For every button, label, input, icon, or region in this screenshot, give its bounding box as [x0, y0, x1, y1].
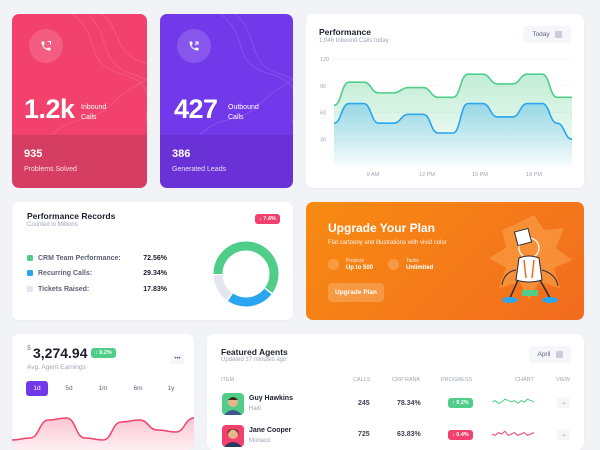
- tab-1y[interactable]: 1y: [167, 385, 175, 392]
- series-area: [334, 103, 572, 166]
- legend-dot: [27, 286, 33, 292]
- agent-sparkline: [492, 430, 534, 437]
- legend-dot: [27, 255, 33, 261]
- agent-location: Haiti: [249, 406, 262, 412]
- record-tickets: Tickets Raised: 17.83%: [27, 283, 167, 295]
- record-crm: CRM Team Performance: 72.56%: [27, 252, 167, 264]
- performance-records-card: Performance Records Counted in Millions …: [12, 202, 293, 320]
- earnings-value: 3,274.94: [33, 345, 88, 361]
- earnings-label: Avg. Agent Earnings: [27, 364, 86, 371]
- sparkline-path: [492, 398, 534, 405]
- topography-pattern: [199, 14, 293, 135]
- currency-symbol: $: [27, 345, 31, 352]
- agent-progress-badge: ↑ 9.2%: [448, 398, 473, 408]
- phone-outgoing-icon: [177, 29, 211, 63]
- calendar-icon: [554, 31, 562, 38]
- more-options-icon[interactable]: •••: [171, 354, 184, 364]
- agent-name[interactable]: Guy Hawkins: [249, 395, 293, 402]
- tasks-icon: [388, 259, 399, 270]
- col-progress: PROGRESS: [441, 377, 473, 383]
- topography-pattern: [51, 14, 147, 135]
- y-tick-label: 30: [320, 137, 326, 143]
- problems-solved-value: 935: [24, 148, 43, 160]
- y-tick-label: 60: [320, 111, 326, 117]
- tab-1d[interactable]: 1d: [26, 381, 48, 396]
- upgrade-subtitle: Flat cartoony and illustrations with viv…: [328, 240, 447, 246]
- col-crp-rank: CRP RANK: [392, 377, 421, 383]
- donut-slice: [213, 241, 279, 307]
- filter-label: Today: [532, 31, 550, 38]
- earnings-line: [12, 417, 194, 441]
- agent-rank: 78.34%: [397, 400, 421, 407]
- performance-subtitle: 1,046 Inbound Calls today: [319, 38, 389, 44]
- y-tick-label: 120: [320, 57, 329, 63]
- records-subtitle: Counted in Millions: [27, 222, 78, 228]
- tab-6m[interactable]: 6m: [133, 385, 143, 392]
- agent-calls: 725: [358, 431, 370, 438]
- featured-agents-card: Featured Agents Updated 37 minutes ago A…: [207, 334, 584, 450]
- legend-dot: [27, 270, 33, 276]
- sparkline-path: [492, 430, 534, 437]
- inbound-value: 1.2k: [24, 94, 75, 124]
- records-donut-chart: [213, 241, 279, 307]
- upgrade-plan-card: Upgrade Your Plan Flat cartoony and illu…: [306, 202, 584, 320]
- col-calls: CALLS: [353, 377, 371, 383]
- tab-1m[interactable]: 1m: [98, 385, 108, 392]
- avatar: [222, 425, 244, 447]
- upgrade-plan-button[interactable]: Upgrade Plan: [328, 283, 384, 302]
- cartoon-illustration: [489, 215, 572, 303]
- earnings-chart: [12, 417, 194, 450]
- record-recurring: Recurring Calls: 29.34%: [27, 267, 167, 279]
- performance-card: Performance 1,046 Inbound Calls today To…: [306, 14, 584, 188]
- month-label: April: [537, 351, 551, 358]
- earnings-badge: ↑ 9.2%: [91, 348, 116, 358]
- agent-rank: 63.83%: [397, 431, 421, 438]
- inbound-calls-card[interactable]: 1.2k Inbound Calls 935 Problems Solved: [12, 14, 147, 188]
- view-arrow-icon[interactable]: →: [557, 430, 570, 440]
- outbound-calls-card[interactable]: 427 Outbound Calls 386 Generated Leads: [160, 14, 293, 188]
- col-chart: CHART: [515, 377, 534, 383]
- problems-solved-label: Problems Solved: [24, 166, 77, 173]
- calendar-icon: [555, 351, 563, 358]
- tasks-value: Unlimited: [406, 265, 434, 271]
- x-tick-label: 15 PM: [472, 172, 488, 178]
- agents-title: Featured Agents: [221, 347, 288, 357]
- agent-progress-badge: ↓ 0.4%: [448, 430, 473, 440]
- agent-name[interactable]: Jane Cooper: [249, 427, 292, 434]
- upgrade-title: Upgrade Your Plan: [328, 221, 435, 235]
- donut-slice: [213, 241, 279, 307]
- col-view: VIEW: [556, 377, 571, 383]
- series-line: [333, 102, 573, 141]
- agent-location: Monaco: [249, 438, 271, 444]
- agents-subtitle: Updated 37 minutes ago: [221, 357, 287, 363]
- agents-month-dropdown[interactable]: April: [529, 346, 571, 363]
- view-arrow-icon[interactable]: →: [557, 398, 570, 408]
- y-tick-label: 90: [320, 84, 326, 90]
- outbound-value: 427: [174, 94, 218, 124]
- avatar: [222, 393, 244, 415]
- tasks-label: Tasks: [406, 258, 419, 264]
- agent-sparkline: [492, 398, 534, 405]
- x-tick-label: 12 PM: [419, 172, 435, 178]
- col-item: ITEM: [221, 377, 235, 383]
- performance-filter-dropdown[interactable]: Today: [523, 26, 571, 43]
- performance-chart: 120 90 60 30 9 AM 12 PM 15 PM 18 PM: [320, 57, 573, 178]
- phone-icon: [29, 29, 63, 63]
- projects-value: Up to 500: [346, 265, 374, 271]
- earnings-area: [12, 418, 194, 450]
- performance-title: Performance: [319, 27, 371, 37]
- generated-leads-value: 386: [172, 148, 191, 160]
- agent-calls: 245: [358, 400, 370, 407]
- records-badge: ↓ 7.4%: [255, 214, 280, 224]
- outbound-label: Outbound Calls: [228, 104, 259, 121]
- generated-leads-label: Generated Leads: [172, 166, 227, 173]
- x-tick-label: 18 PM: [526, 172, 542, 178]
- records-title: Performance Records: [27, 211, 116, 221]
- projects-label: Projects: [346, 258, 365, 264]
- series-line: [333, 73, 572, 107]
- projects-icon: [328, 259, 339, 270]
- x-tick-label: 9 AM: [367, 172, 380, 178]
- inbound-label: Inbound Calls: [81, 104, 107, 121]
- tab-5d[interactable]: 5d: [65, 385, 73, 392]
